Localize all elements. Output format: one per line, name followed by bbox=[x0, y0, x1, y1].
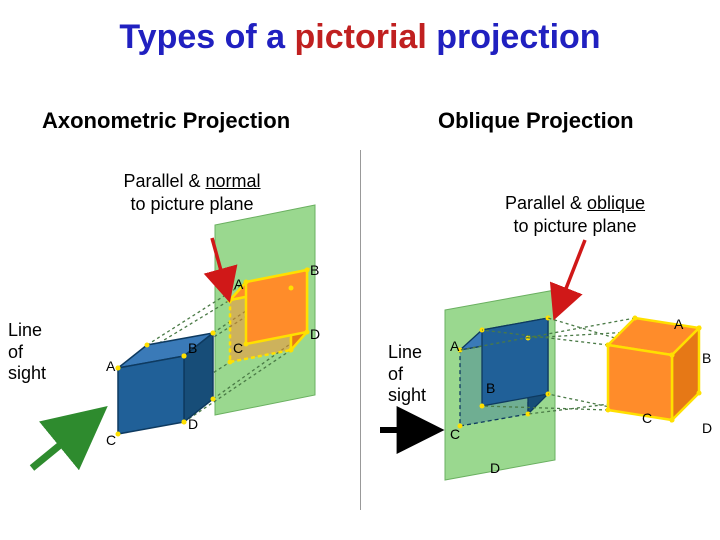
vertex-label-cubeA: A bbox=[106, 358, 115, 374]
line-of-sight-left: Line of sight bbox=[8, 320, 46, 385]
vertex-label-projA: A bbox=[234, 276, 243, 292]
caption-left-ul: normal bbox=[206, 171, 261, 191]
title-highlight: pictorial bbox=[295, 18, 427, 56]
vertex-label-cubeB: B bbox=[188, 340, 197, 356]
vertex-label-projC: C bbox=[233, 340, 243, 356]
heading-axonometric: Axonometric Projection bbox=[42, 108, 290, 134]
caption-right-pre: Parallel & bbox=[505, 193, 587, 213]
vertex-label-cubeB: B bbox=[702, 350, 711, 366]
caption-left-pre: Parallel & bbox=[123, 171, 205, 191]
heading-oblique: Oblique Projection bbox=[438, 108, 634, 134]
vertex-label-projA: A bbox=[450, 338, 459, 354]
vertex-label-projB: B bbox=[486, 380, 495, 396]
vertex-label-projC: C bbox=[450, 426, 460, 442]
caption-right-post: to picture plane bbox=[513, 216, 636, 236]
vertex-label-cubeD: D bbox=[702, 420, 712, 436]
caption-right: Parallel & oblique to picture plane bbox=[470, 192, 680, 237]
title-prefix: Types of a bbox=[119, 18, 294, 56]
page-title: Types of a pictorial projection bbox=[0, 0, 720, 57]
title-suffix: projection bbox=[427, 18, 601, 56]
diagram-oblique bbox=[380, 260, 710, 520]
vertex-label-projB: B bbox=[310, 262, 319, 278]
vertex-label-cubeC: C bbox=[106, 432, 116, 448]
vertex-label-cubeC: C bbox=[642, 410, 652, 426]
los-left-text: Line of sight bbox=[8, 320, 46, 383]
vertex-label-projD: D bbox=[490, 460, 500, 476]
diagram-axonometric bbox=[60, 200, 380, 500]
vertex-label-projD: D bbox=[310, 326, 320, 342]
caption-right-ul: oblique bbox=[587, 193, 645, 213]
vertex-label-cubeD: D bbox=[188, 416, 198, 432]
vertex-label-cubeA: A bbox=[674, 316, 683, 332]
